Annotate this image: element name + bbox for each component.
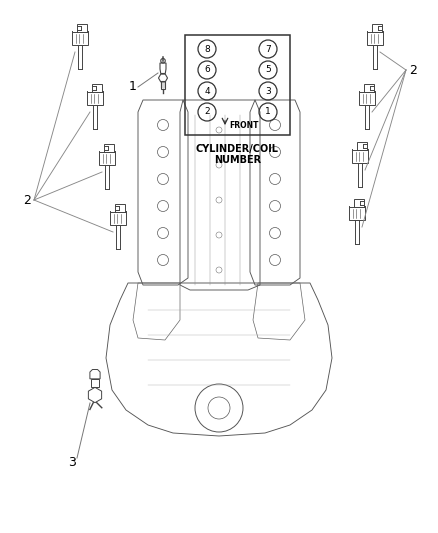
Text: 6: 6 [204,66,210,75]
Text: 7: 7 [265,44,271,53]
Bar [359,92,374,105]
Bar [91,379,99,387]
Bar [72,33,88,45]
Bar [115,204,125,212]
Bar [350,207,365,220]
Bar [99,152,115,165]
Text: 3: 3 [68,456,76,469]
Bar [353,199,364,207]
Text: 5: 5 [265,66,271,75]
Bar [92,84,102,92]
Text: 2: 2 [204,108,210,117]
Bar [104,144,114,152]
Text: FRONT: FRONT [229,122,258,131]
Text: 1: 1 [129,80,137,93]
Bar [77,24,87,33]
Bar [87,92,102,105]
Bar [185,35,290,135]
Bar [367,33,383,45]
Text: CYLINDER/COIL: CYLINDER/COIL [196,144,279,154]
Bar [352,150,367,163]
Text: NUMBER: NUMBER [214,155,261,165]
Bar [357,142,367,150]
Text: 2: 2 [409,63,417,77]
Bar [371,24,382,33]
Bar [110,212,126,225]
Text: 4: 4 [204,86,210,95]
Text: 8: 8 [204,44,210,53]
Text: 3: 3 [265,86,271,95]
Text: 1: 1 [265,108,271,117]
Bar [161,81,165,88]
Text: 2: 2 [23,193,31,206]
Bar [364,84,374,92]
